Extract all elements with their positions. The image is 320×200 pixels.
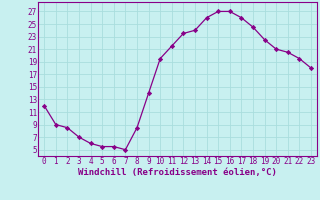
X-axis label: Windchill (Refroidissement éolien,°C): Windchill (Refroidissement éolien,°C) <box>78 168 277 177</box>
